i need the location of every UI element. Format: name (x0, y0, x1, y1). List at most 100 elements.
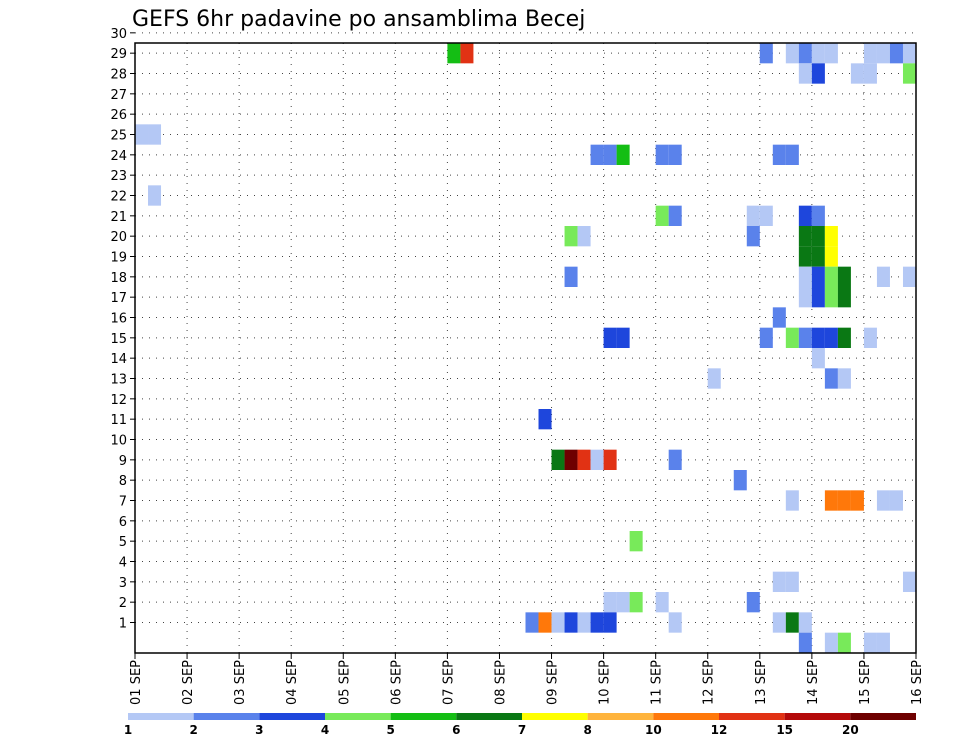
x-tick-label: 03 SEP (233, 660, 248, 705)
heatmap-cell (603, 592, 617, 613)
x-tick-label: 13 SEP (754, 660, 769, 705)
colorbar-label: 8 (583, 723, 591, 737)
colorbar-swatch (325, 713, 391, 720)
x-tick-label: 01 SEP (129, 660, 144, 705)
colorbar-swatch (522, 713, 588, 720)
heatmap-cell (148, 124, 162, 145)
heatmap-cell (759, 327, 773, 348)
y-tick-label: 11 (110, 413, 127, 428)
heatmap-cell (824, 327, 838, 348)
heatmap-cell (603, 327, 617, 348)
heatmap-cell (785, 490, 799, 511)
heatmap-cell (811, 43, 825, 64)
colorbar-label: 10 (645, 723, 662, 737)
heatmap-cell (564, 226, 578, 247)
colorbar-label: 20 (842, 723, 859, 737)
colorbar-label: 1 (124, 723, 132, 737)
heatmap-cell (798, 205, 812, 226)
x-tick-label: 04 SEP (285, 660, 300, 705)
heatmap-cell (668, 449, 682, 470)
heatmap-cell (811, 327, 825, 348)
y-tick-label: 10 (110, 434, 127, 449)
heatmap-cell (603, 612, 617, 633)
heatmap-cell (603, 449, 617, 470)
heatmap-cell (733, 470, 747, 491)
heatmap-cell (798, 43, 812, 64)
heatmap-cell (785, 571, 799, 592)
heatmap-cell (824, 287, 838, 308)
y-tick-label: 15 (110, 332, 127, 347)
heatmap-cell (824, 632, 838, 653)
colorbar-label: 7 (518, 723, 526, 737)
heatmap-cell (577, 612, 591, 633)
heatmap-cell (525, 612, 539, 633)
heatmap-cell (603, 144, 617, 165)
heatmap-cell (668, 205, 682, 226)
x-tick-label: 12 SEP (702, 660, 717, 705)
colorbar-swatch (456, 713, 522, 720)
heatmap-cell (447, 43, 461, 64)
heatmap-cell (811, 246, 825, 267)
heatmap-cell (876, 43, 890, 64)
heatmap-cell (746, 592, 760, 613)
y-tick-label: 14 (110, 352, 127, 367)
heatmap-cell (655, 205, 669, 226)
heatmap-cell (772, 144, 786, 165)
x-tick-label: 06 SEP (389, 660, 404, 705)
heatmap-cell (655, 592, 669, 613)
colorbar-label: 4 (321, 723, 329, 737)
y-tick-label: 17 (110, 291, 127, 306)
heatmap-cell (629, 592, 643, 613)
y-tick-label: 30 (110, 27, 127, 42)
heatmap-cell (668, 612, 682, 633)
heatmap-cell (538, 612, 552, 633)
y-tick-label: 28 (110, 68, 127, 83)
heatmap-cell (798, 287, 812, 308)
heatmap-cell (772, 612, 786, 633)
colorbar: 1 2 3 4 5 6 7 8 10 12 15 20 (124, 713, 916, 737)
y-tick-label: 5 (119, 535, 127, 550)
heatmap-cell (902, 266, 916, 287)
heatmap-cell (785, 612, 799, 633)
x-tick-label: 11 SEP (650, 660, 665, 705)
heatmap-cell (798, 632, 812, 653)
x-tick-label: 09 SEP (546, 660, 561, 705)
heatmap-cell (902, 63, 916, 84)
y-tick-label: 12 (110, 393, 127, 408)
y-tick-label: 2 (119, 596, 127, 611)
y-tick-label: 19 (110, 251, 127, 266)
heatmap-cell (564, 612, 578, 633)
heatmap-cell (824, 246, 838, 267)
heatmap-cell (616, 327, 630, 348)
y-tick-label: 25 (110, 129, 127, 144)
heatmap-cell (824, 226, 838, 247)
heatmap-cell (590, 144, 604, 165)
colorbar-label: 15 (776, 723, 793, 737)
colorbar-swatch (259, 713, 325, 720)
y-tick-label: 18 (110, 271, 127, 286)
heatmap-cell (876, 632, 890, 653)
x-axis-ticks: 01 SEP 02 SEP 03 SEP 04 SEP 05 SEP 06 SEP 07 S… (129, 653, 925, 705)
heatmap-cell (785, 144, 799, 165)
plot-frame (134, 42, 917, 654)
heatmap-cell (798, 226, 812, 247)
heatmap-cell (902, 571, 916, 592)
heatmap-cell (785, 43, 799, 64)
heatmap-cell (759, 43, 773, 64)
heatmap-cell (811, 226, 825, 247)
heatmap-cell (876, 266, 890, 287)
heatmap-cell (538, 409, 552, 430)
y-tick-label: 13 (110, 373, 127, 388)
y-tick-label: 21 (110, 210, 127, 225)
heatmap-cell (902, 43, 916, 64)
chart-title: GEFS 6hr padavine po ansamblima Becej (132, 7, 585, 32)
y-tick-label: 20 (110, 230, 127, 245)
heatmap-cell (837, 632, 851, 653)
colorbar-swatch (193, 713, 260, 720)
heatmap-cell (616, 144, 630, 165)
heatmap-cell (863, 327, 877, 348)
heatmap-cell (811, 63, 825, 84)
heatmap-cell (590, 612, 604, 633)
y-tick-label: 9 (119, 454, 127, 469)
